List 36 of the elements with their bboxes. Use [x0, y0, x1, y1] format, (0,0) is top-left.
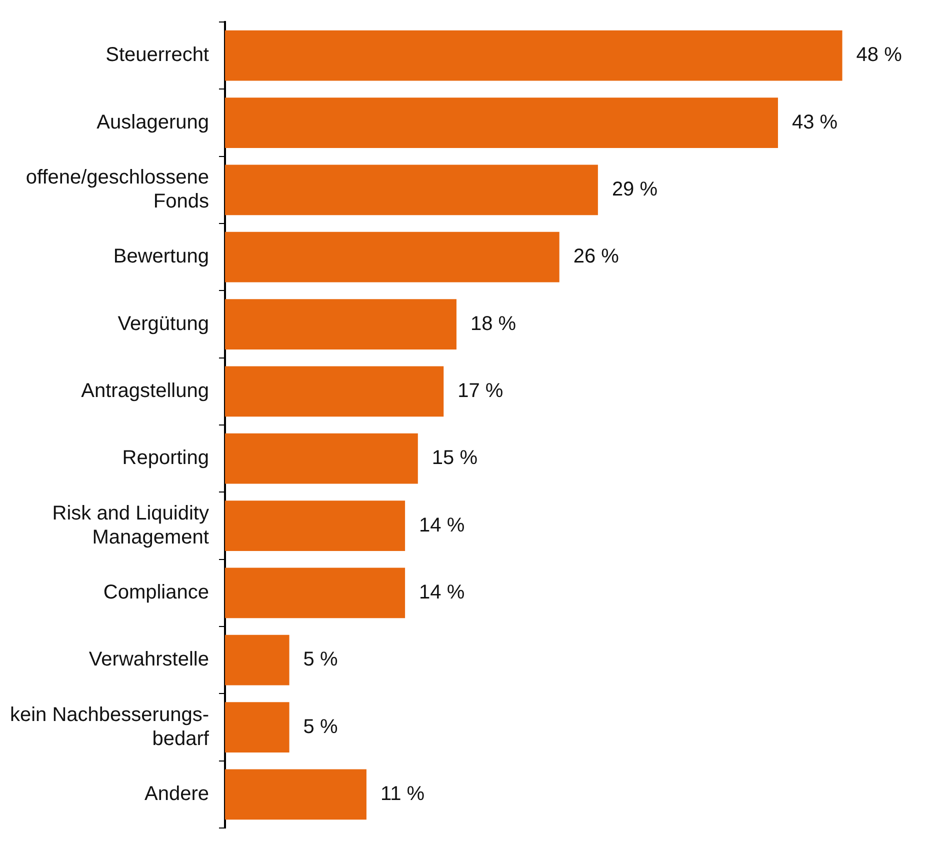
bar — [224, 433, 418, 484]
data-label: 17 % — [458, 380, 504, 402]
bar — [224, 500, 406, 551]
bar — [224, 366, 444, 417]
y-tick-label: Verwahrstelle — [88, 648, 209, 671]
data-label: 14 % — [419, 581, 465, 604]
data-label: 18 % — [470, 312, 516, 335]
data-label: 5 % — [303, 716, 338, 738]
bar — [224, 164, 598, 216]
y-tick-label: Steuerrecht — [106, 44, 210, 66]
y-tick-label: Risk and Liquidity Management — [52, 502, 210, 548]
y-tick-label: Bewertung — [113, 246, 209, 268]
data-label: 26 % — [573, 246, 620, 268]
bar — [224, 299, 456, 350]
data-label: 5 % — [303, 648, 338, 671]
y-tick-label: Auslagerung — [96, 111, 209, 134]
y-tick-label: offene/geschlossene Fonds — [26, 166, 209, 212]
y-tick-label: Antragstellung — [81, 380, 209, 402]
data-label: 48 % — [856, 44, 902, 66]
data-label: 15 % — [432, 447, 478, 470]
y-tick-label: Vergütung — [118, 312, 209, 335]
bar — [224, 702, 290, 752]
data-label: 14 % — [419, 514, 465, 536]
data-label: 43 % — [792, 111, 838, 134]
bar — [224, 634, 290, 686]
bar — [224, 568, 406, 618]
y-tick-label: kein Nachbesserungs-bedarf — [10, 704, 210, 750]
y-tick-label: Andere — [144, 782, 209, 805]
bar — [224, 232, 560, 282]
data-label: 29 % — [612, 178, 658, 200]
y-tick-label: Compliance — [103, 581, 209, 604]
bar — [224, 769, 366, 820]
y-tick-label: Reporting — [122, 447, 209, 470]
bar — [224, 30, 842, 81]
bar — [224, 98, 778, 148]
data-label: 11 % — [380, 782, 425, 805]
